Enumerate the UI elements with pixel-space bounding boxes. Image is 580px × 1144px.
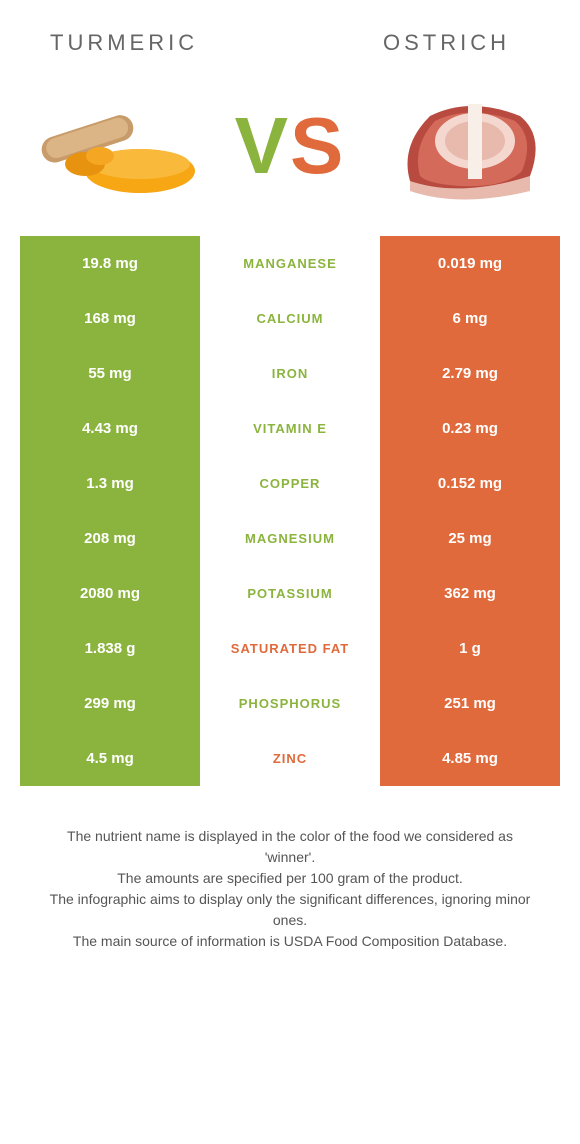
table-row: 1.838 gSaturated fat1 g <box>20 621 560 676</box>
table-row: 4.5 mgZinc4.85 mg <box>20 731 560 786</box>
left-value: 1.838 g <box>20 621 200 676</box>
right-value: 362 mg <box>380 566 560 621</box>
turmeric-image <box>30 86 200 206</box>
nutrient-label: Copper <box>200 456 380 511</box>
right-value: 25 mg <box>380 511 560 566</box>
table-row: 2080 mgPotassium362 mg <box>20 566 560 621</box>
left-value: 4.5 mg <box>20 731 200 786</box>
left-value: 299 mg <box>20 676 200 731</box>
nutrient-label: Potassium <box>200 566 380 621</box>
table-row: 208 mgMagnesium25 mg <box>20 511 560 566</box>
nutrient-label: Magnesium <box>200 511 380 566</box>
right-value: 0.152 mg <box>380 456 560 511</box>
table-row: 168 mgCalcium6 mg <box>20 291 560 346</box>
left-value: 55 mg <box>20 346 200 401</box>
table-row: 1.3 mgCopper0.152 mg <box>20 456 560 511</box>
vs-label: VS <box>235 100 346 192</box>
right-food-title: OSTRICH <box>383 30 510 56</box>
nutrient-table: 19.8 mgManganese0.019 mg168 mgCalcium6 m… <box>20 236 560 786</box>
nutrient-label: Manganese <box>200 236 380 291</box>
left-value: 1.3 mg <box>20 456 200 511</box>
vs-v: V <box>235 100 290 192</box>
left-value: 4.43 mg <box>20 401 200 456</box>
table-row: 55 mgIron2.79 mg <box>20 346 560 401</box>
right-value: 6 mg <box>380 291 560 346</box>
left-value: 208 mg <box>20 511 200 566</box>
right-value: 251 mg <box>380 676 560 731</box>
table-row: 299 mgPhosphorus251 mg <box>20 676 560 731</box>
right-value: 0.019 mg <box>380 236 560 291</box>
left-value: 2080 mg <box>20 566 200 621</box>
table-row: 19.8 mgManganese0.019 mg <box>20 236 560 291</box>
nutrient-label: Calcium <box>200 291 380 346</box>
left-food-title: TURMERIC <box>50 30 198 56</box>
footer-line: The infographic aims to display only the… <box>40 889 540 931</box>
nutrient-label: Saturated fat <box>200 621 380 676</box>
right-value: 4.85 mg <box>380 731 560 786</box>
footer-notes: The nutrient name is displayed in the co… <box>0 786 580 952</box>
right-value: 0.23 mg <box>380 401 560 456</box>
images-row: VS <box>0 76 580 236</box>
right-value: 2.79 mg <box>380 346 560 401</box>
vs-s: S <box>290 100 345 192</box>
table-row: 4.43 mgVitamin E0.23 mg <box>20 401 560 456</box>
left-value: 19.8 mg <box>20 236 200 291</box>
nutrient-label: Phosphorus <box>200 676 380 731</box>
footer-line: The nutrient name is displayed in the co… <box>40 826 540 868</box>
header: TURMERIC OSTRICH <box>0 0 580 76</box>
nutrient-label: Vitamin E <box>200 401 380 456</box>
right-value: 1 g <box>380 621 560 676</box>
nutrient-label: Iron <box>200 346 380 401</box>
left-value: 168 mg <box>20 291 200 346</box>
footer-line: The amounts are specified per 100 gram o… <box>40 868 540 889</box>
footer-line: The main source of information is USDA F… <box>40 931 540 952</box>
ostrich-image <box>380 86 550 206</box>
nutrient-label: Zinc <box>200 731 380 786</box>
